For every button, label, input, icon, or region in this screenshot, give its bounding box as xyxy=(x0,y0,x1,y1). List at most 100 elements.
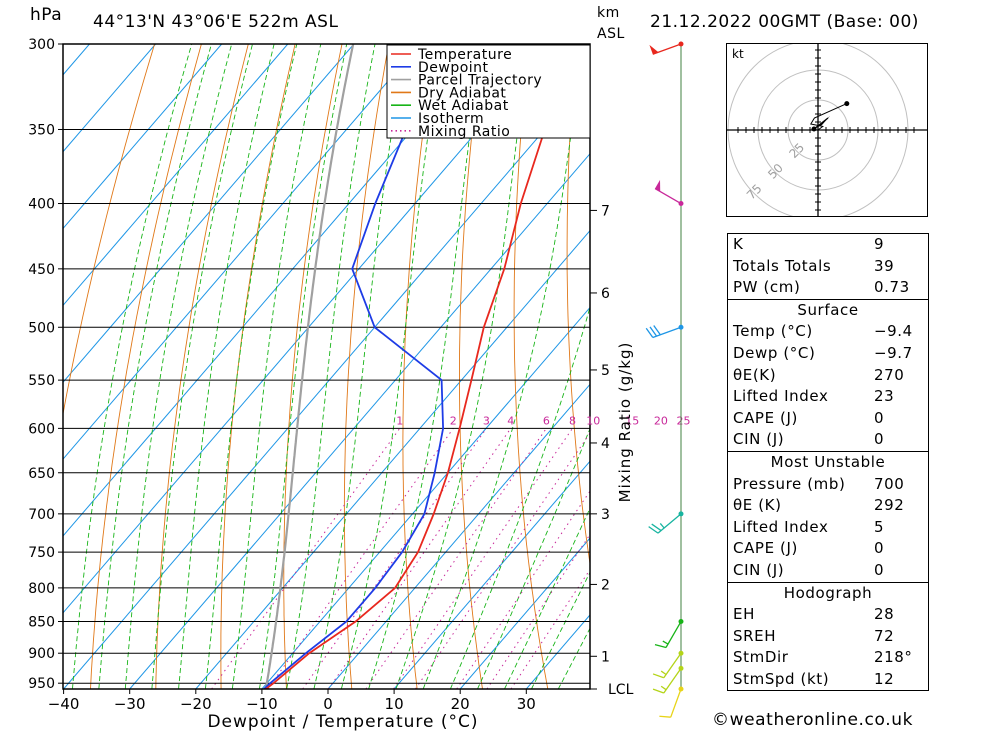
surface-label: CIN (J) xyxy=(733,430,785,449)
pressure-tick-label: 400 xyxy=(28,197,55,213)
surface-label: CAPE (J) xyxy=(733,408,798,427)
mixing-ratio-label: 6 xyxy=(543,414,550,427)
temperature-tick-label: −20 xyxy=(180,695,212,713)
height-tick-label: LCL xyxy=(608,682,634,698)
height-unit-asl: ASL xyxy=(597,26,625,42)
isotherm-line xyxy=(63,44,553,614)
hodograph-stats-title: Hodograph xyxy=(783,583,873,602)
wet-adiabat-line xyxy=(422,44,583,689)
wet-adiabat-line xyxy=(178,44,275,689)
index-value: 39 xyxy=(874,256,895,275)
surface-value: 270 xyxy=(874,365,905,384)
wind-barb xyxy=(654,179,682,205)
most-unstable-row: CIN (J) 0 xyxy=(728,560,928,582)
pressure-tick-label: 700 xyxy=(28,507,55,523)
hodograph-stat-label: EH xyxy=(733,605,755,624)
most-unstable-label: Pressure (mb) xyxy=(733,474,846,493)
isotherm-line xyxy=(63,44,156,153)
surface-row: θE(K) 270 xyxy=(728,365,928,387)
pressure-tick-label: 300 xyxy=(28,37,55,53)
wind-barb xyxy=(654,621,682,649)
dry-adiabat-line xyxy=(155,44,249,689)
hodograph-trace xyxy=(810,103,848,131)
pressure-tick-label: 950 xyxy=(28,676,55,692)
wind-barb xyxy=(648,513,682,534)
wet-adiabat-line xyxy=(313,44,407,689)
surface-row: Temp (°C) −9.4 xyxy=(728,321,928,343)
index-row: Totals Totals 39 xyxy=(728,256,928,278)
wind-barb-pennant xyxy=(655,179,661,192)
isotherm-line xyxy=(327,383,590,689)
most-unstable-row: Lifted Index 5 xyxy=(728,517,928,539)
dewpoint-line xyxy=(263,44,454,689)
legend-entry: Parcel Trajectory xyxy=(418,73,542,89)
wet-adiabat-line xyxy=(340,44,443,689)
surface-row: CIN (J) 0 xyxy=(728,429,928,451)
hodograph-stat-label: SREH xyxy=(733,626,777,645)
wind-barb-staff xyxy=(663,668,682,694)
surface-value: 0 xyxy=(874,430,885,449)
dry-adiabat-line xyxy=(402,44,437,689)
wind-barb-pennant xyxy=(649,44,659,55)
mixing-ratio-label: 25 xyxy=(676,414,690,427)
hodograph-unit: kt xyxy=(732,47,744,61)
mixing-ratio-label: 4 xyxy=(507,414,514,427)
hodograph-ring-label: 25 xyxy=(786,140,807,161)
surface-row: Lifted Index 23 xyxy=(728,386,928,408)
wind-barb-flag xyxy=(652,688,665,694)
index-label: K xyxy=(733,235,744,253)
wind-barb-flag xyxy=(645,327,654,338)
surface-label: θE(K) xyxy=(733,365,777,384)
temperature-tick-label: −30 xyxy=(114,695,146,713)
most-unstable-row: Pressure (mb) 700 xyxy=(728,474,928,496)
hodograph-stat-label: StmSpd (kt) xyxy=(733,669,830,688)
surface-row: Dewp (°C) −9.7 xyxy=(728,343,928,365)
surface-value: −9.7 xyxy=(874,343,913,362)
most-unstable-row: CAPE (J) 0 xyxy=(728,538,928,560)
pressure-tick-label: 600 xyxy=(28,421,55,437)
legend-entry: Temperature xyxy=(417,47,512,63)
height-tick-label: 7 xyxy=(601,203,610,219)
dry-adiabat-line xyxy=(566,44,590,567)
pressure-tick-label: 550 xyxy=(28,373,55,389)
mixing-ratio-line xyxy=(327,428,512,689)
hodograph-stat-row: EH 28 xyxy=(728,604,928,626)
dry-adiabat-line xyxy=(459,44,483,689)
mixing-ratio-line xyxy=(510,568,590,689)
most-unstable-value: 0 xyxy=(874,539,885,558)
isotherm-line xyxy=(63,44,223,230)
hodograph-stat-row: StmSpd (kt) 12 xyxy=(728,669,928,691)
wind-barb-staff xyxy=(654,187,682,205)
pressure-unit: hPa xyxy=(30,5,63,25)
wind-barb-staff xyxy=(652,326,682,339)
wind-barb-staff xyxy=(657,513,682,534)
mixing-ratio-line xyxy=(365,428,547,689)
isotherm-line xyxy=(459,537,590,689)
hodograph-stat-value: 28 xyxy=(874,605,895,624)
wind-barb xyxy=(645,325,682,339)
pressure-tick-label: 450 xyxy=(28,262,55,278)
most-unstable-value: 5 xyxy=(874,517,885,536)
isotherm-line xyxy=(261,306,590,689)
plot-frame xyxy=(62,43,591,690)
most-unstable-value: 292 xyxy=(874,496,905,515)
isotherm-line xyxy=(63,44,289,307)
copyright: ©weatheronline.co.uk xyxy=(712,710,914,730)
mixing-ratio-label: 3 xyxy=(483,414,490,427)
mixing-ratio-label: 2 xyxy=(450,414,457,427)
height-tick-label: 3 xyxy=(601,507,610,523)
mixing-ratio-axis-label: Mixing Ratio (g/kg) xyxy=(616,342,634,503)
dry-adiabat-line xyxy=(283,44,343,689)
wet-adiabat-line xyxy=(98,44,212,689)
temperature-tick-label: 10 xyxy=(385,695,404,713)
storm-motion-shaft xyxy=(813,117,829,130)
index-label: PW (cm) xyxy=(733,278,801,297)
pressure-tick-label: 500 xyxy=(28,320,55,336)
wet-adiabat-line xyxy=(151,44,253,689)
temperature-tick-label: −10 xyxy=(246,695,278,713)
wind-barb xyxy=(652,668,682,694)
dry-adiabat-line xyxy=(951,44,1000,689)
most-unstable-label: θE (K) xyxy=(733,496,782,515)
